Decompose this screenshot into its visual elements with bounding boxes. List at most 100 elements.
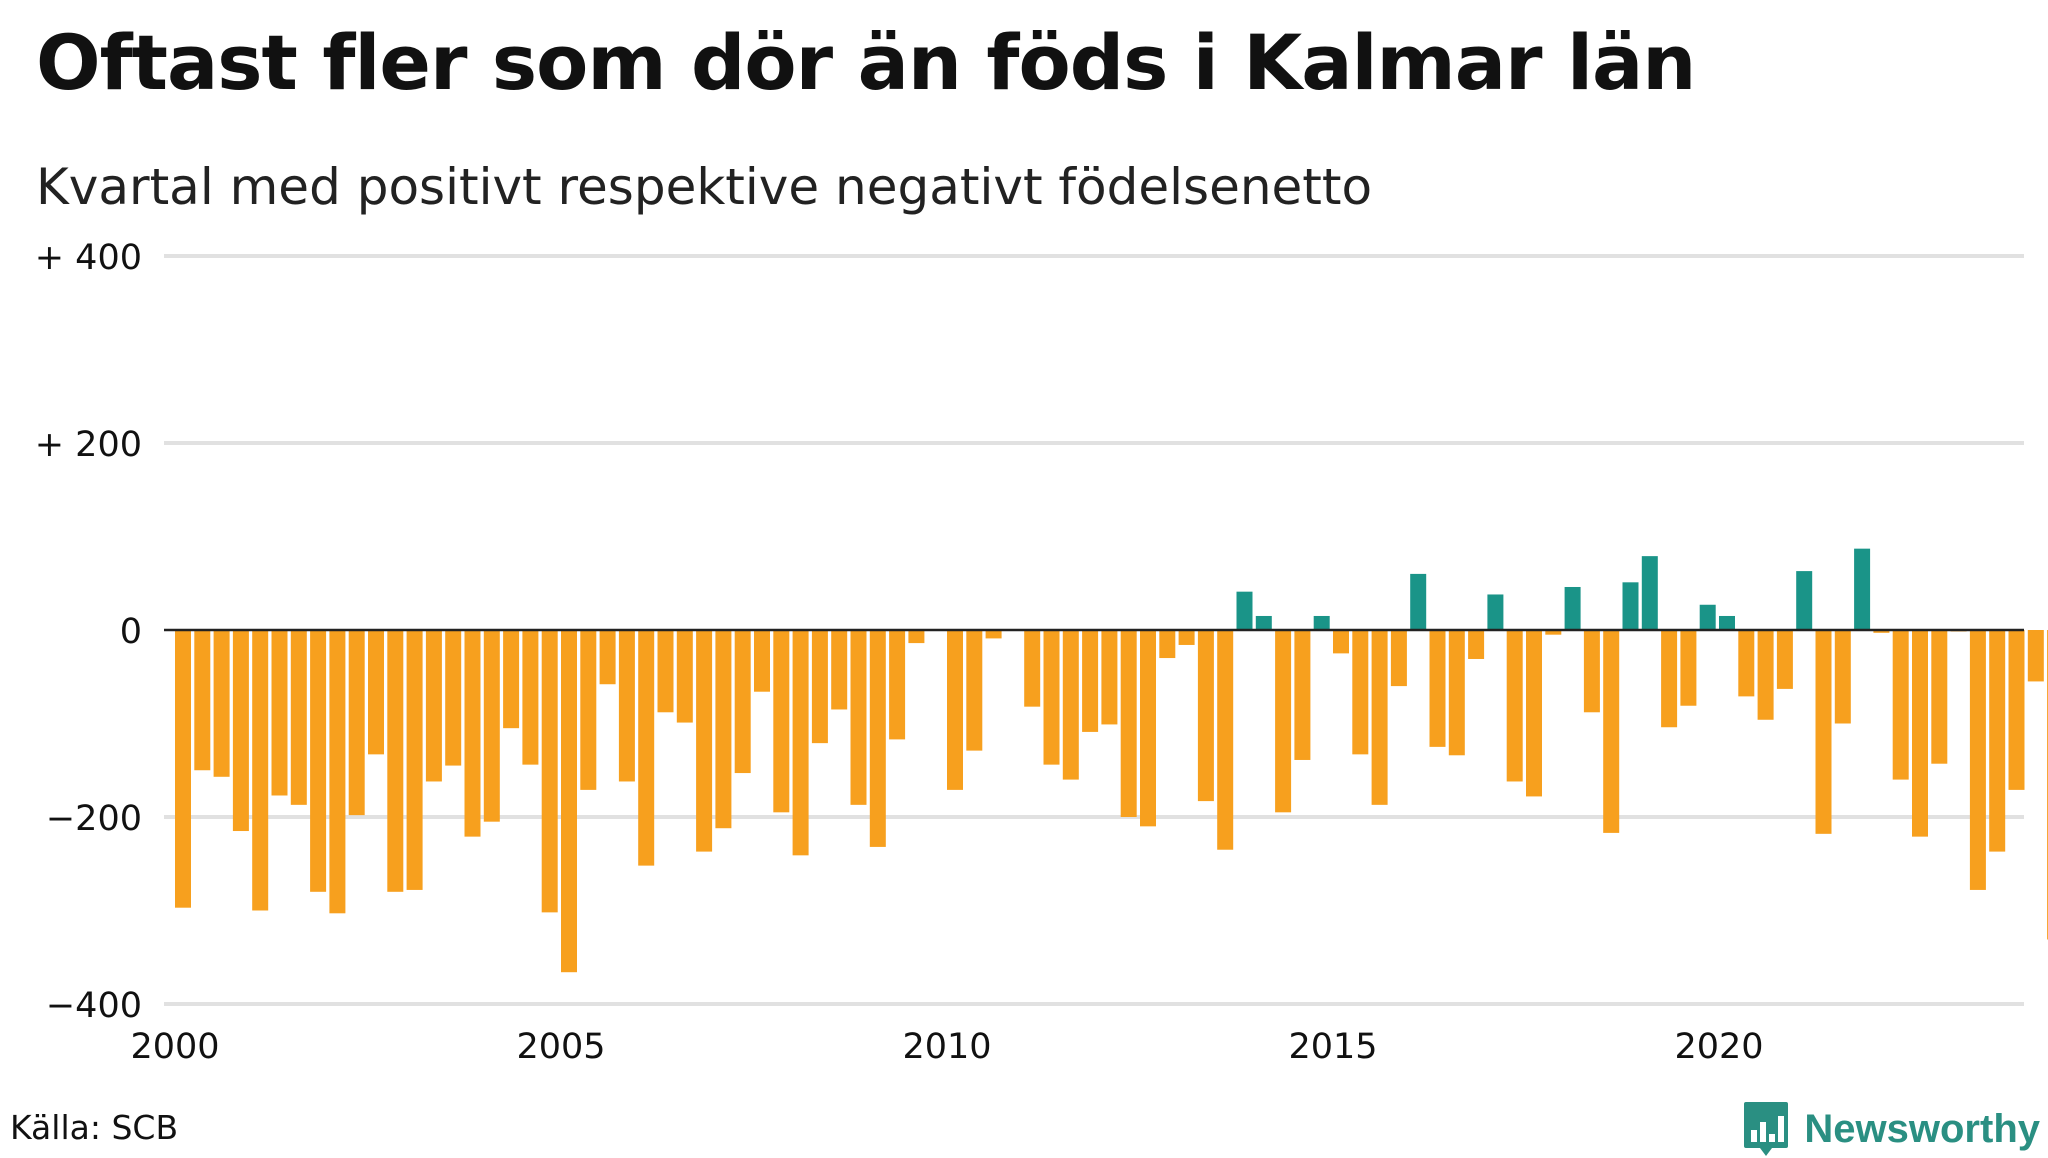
- gridlines: [164, 254, 2024, 1006]
- bar: [1217, 630, 1234, 850]
- bar: [1834, 630, 1851, 724]
- x-tick-label: 2005: [516, 1027, 605, 1067]
- bar: [1275, 630, 1292, 813]
- bar: [1352, 630, 1369, 755]
- bar: [425, 630, 442, 782]
- bar: [2008, 630, 2025, 790]
- bar: [1738, 630, 1755, 697]
- bar: [599, 630, 616, 685]
- bar: [1236, 591, 1253, 630]
- y-axis-labels: + 400 + 200 0 −200 −400: [35, 238, 142, 1026]
- bar: [657, 630, 674, 713]
- bar: [1854, 548, 1871, 630]
- bar: [1255, 615, 1272, 630]
- bar: [1526, 630, 1542, 797]
- bar: [754, 630, 770, 692]
- bar: [715, 630, 732, 829]
- bar-chart: + 400 + 200 0 −200 −400 2000 2005 2010 2015 2020: [35, 238, 2048, 1067]
- x-tick-label: 2010: [902, 1027, 991, 1067]
- bar: [1410, 573, 1427, 630]
- bars: [175, 548, 2048, 973]
- bar: [792, 630, 809, 856]
- bar: [1776, 630, 1793, 689]
- bar: [464, 630, 481, 837]
- bar: [1043, 630, 1060, 765]
- bar: [271, 630, 288, 796]
- bar: [290, 630, 307, 805]
- bar: [1468, 630, 1485, 659]
- bar: [908, 630, 925, 644]
- bar: [503, 630, 520, 729]
- bar: [1371, 630, 1388, 805]
- bar: [985, 630, 1002, 639]
- source-note: Källa: SCB: [10, 1108, 179, 1147]
- bar: [638, 630, 655, 866]
- bar: [1564, 586, 1581, 630]
- y-tick-label: + 400: [35, 238, 142, 278]
- x-axis-labels: 2000 2005 2010 2015 2020: [130, 1027, 1763, 1067]
- bar: [1583, 630, 1600, 713]
- bar: [1429, 630, 1446, 747]
- bar: [1661, 630, 1678, 728]
- bar: [1333, 630, 1349, 654]
- bar: [966, 630, 983, 751]
- bar: [1796, 571, 1813, 630]
- y-tick-label: 0: [120, 612, 142, 652]
- bar: [1892, 630, 1909, 780]
- bar: [1506, 630, 1523, 782]
- bar: [541, 630, 558, 913]
- bar: [1815, 630, 1832, 834]
- bar: [811, 630, 828, 744]
- bar: [1603, 630, 1620, 833]
- bar: [1390, 630, 1407, 687]
- bar: [889, 630, 906, 740]
- bar: [310, 630, 327, 892]
- bar: [1757, 630, 1774, 720]
- bar: [1699, 604, 1716, 630]
- chart-subtitle: Kvartal med positivt respektive negativt…: [36, 158, 1373, 216]
- bar: [676, 630, 693, 723]
- bar: [850, 630, 867, 805]
- bar: [387, 630, 404, 892]
- bar: [522, 630, 539, 765]
- bar: [1487, 594, 1504, 630]
- bar: [1294, 630, 1311, 760]
- bar: [1101, 630, 1118, 725]
- bar: [1545, 630, 1562, 635]
- bar: [483, 630, 500, 822]
- bar: [696, 630, 713, 852]
- bar: [445, 630, 462, 766]
- bar: [1969, 630, 1986, 890]
- bar: [213, 630, 230, 777]
- bar: [1140, 630, 1156, 827]
- bar: [348, 630, 365, 816]
- bar: [194, 630, 211, 771]
- y-tick-label: −200: [46, 799, 142, 839]
- bar: [1197, 630, 1214, 802]
- bar: [1024, 630, 1041, 707]
- bar: [252, 630, 269, 911]
- bar: [2027, 630, 2044, 682]
- bar: [1641, 556, 1658, 630]
- bar: [1313, 615, 1330, 630]
- bar: [831, 630, 848, 710]
- bar: [175, 630, 191, 908]
- bar: [1680, 630, 1697, 706]
- bar: [1622, 582, 1639, 630]
- bar: [773, 630, 790, 813]
- bar: [618, 630, 635, 782]
- bar: [1989, 630, 2006, 852]
- bar: [368, 630, 384, 755]
- bar: [1159, 630, 1176, 659]
- y-tick-label: + 200: [35, 425, 142, 465]
- bar: [947, 630, 963, 790]
- bar: [1912, 630, 1928, 837]
- x-tick-label: 2000: [130, 1027, 219, 1067]
- bar: [734, 630, 751, 774]
- bar: [406, 630, 423, 890]
- bar: [1120, 630, 1137, 817]
- x-tick-label: 2020: [1674, 1027, 1763, 1067]
- bar: [329, 630, 346, 914]
- bar: [1931, 630, 1948, 764]
- bar: [1448, 630, 1465, 756]
